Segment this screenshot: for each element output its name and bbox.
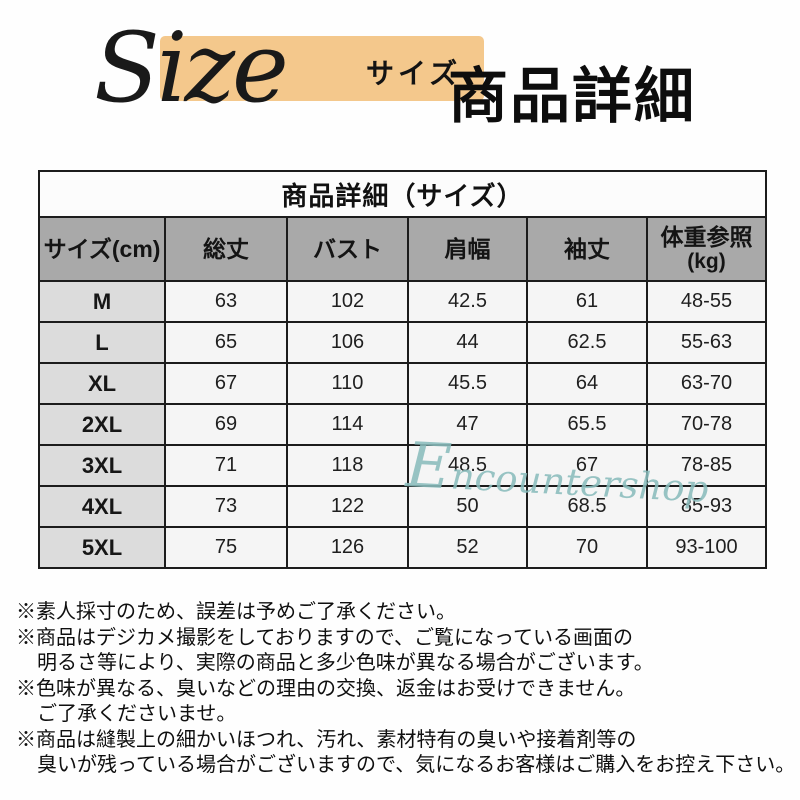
shoulder-value: 52: [407, 526, 528, 569]
column-header-sleeve: 袖丈: [526, 216, 648, 282]
size-label: L: [38, 321, 166, 364]
sleeve-value: 70: [526, 526, 648, 569]
size-label: M: [38, 280, 166, 323]
bust-value: 118: [286, 444, 409, 487]
note-line: ※色味が異なる、臭いなどの理由の交換、返金はお受けできません。: [16, 677, 636, 700]
total-length-value: 65: [164, 321, 288, 364]
header-highlight-rect: [160, 36, 484, 101]
column-header-total-length: 総丈: [164, 216, 288, 282]
weight-range-value: 48-55: [645, 280, 768, 323]
total-length-value: 71: [164, 444, 288, 487]
total-length-value: 67: [164, 362, 288, 405]
note-line: ご了承くださいませ。: [37, 703, 237, 725]
bust-value: 114: [286, 403, 409, 446]
table-row-4xl: 4XL 73 122 50 68.5 85-93: [38, 485, 768, 528]
table-row-m: M 63 102 42.5 61 48-55: [38, 280, 768, 323]
bust-value: 122: [286, 485, 409, 528]
column-header-weight: 体重参照 (kg): [645, 216, 768, 282]
size-label: 2XL: [38, 403, 166, 446]
size-label: 3XL: [38, 444, 166, 487]
total-length-value: 63: [164, 280, 288, 323]
table-header-row: サイズ(cm) 総丈 バスト 肩幅 袖丈 体重参照 (kg): [38, 216, 768, 282]
table-row-xl: XL 67 110 45.5 64 63-70: [38, 362, 768, 405]
weight-range-value: 85-93: [645, 485, 768, 528]
weight-range-value: 70-78: [645, 403, 768, 446]
note-line: 明るさ等により、実際の商品と多少色味が異なる場合がございます。: [37, 652, 654, 674]
size-label: 5XL: [38, 526, 166, 569]
total-length-value: 73: [164, 485, 288, 528]
shoulder-value: 47: [407, 403, 528, 446]
sleeve-value: 62.5: [526, 321, 648, 364]
size-label: 4XL: [38, 485, 166, 528]
table-row-l: L 65 106 44 62.5 55-63: [38, 321, 768, 364]
shoulder-value: 50: [407, 485, 528, 528]
note-line: ※商品は縫製上の細かいほつれ、汚れ、素材特有の臭いや接着剤等の: [16, 728, 637, 751]
shoulder-value: 42.5: [407, 280, 528, 323]
table-row-3xl: 3XL 71 118 48.5 67 78-85: [38, 444, 768, 487]
shoulder-value: 44: [407, 321, 528, 364]
weight-range-value: 63-70: [645, 362, 768, 405]
sleeve-value: 67: [526, 444, 648, 487]
shoulder-value: 48.5: [407, 444, 528, 487]
weight-range-value: 78-85: [645, 444, 768, 487]
weight-range-value: 55-63: [645, 321, 768, 364]
disclaimer-notes: ※素人採寸のため、誤差は予めご了承ください。 ※商品はデジカメ撮影をしております…: [16, 600, 800, 779]
total-length-value: 75: [164, 526, 288, 569]
sleeve-value: 65.5: [526, 403, 648, 446]
table-caption: 商品詳細（サイズ）: [37, 170, 768, 218]
column-header-weight-label: 体重参照: [660, 223, 753, 250]
note-line: ※商品はデジカメ撮影をしておりますので、ご覧になっている画面の: [16, 626, 633, 649]
sleeve-value: 61: [526, 280, 648, 323]
bust-value: 110: [286, 362, 409, 405]
shoulder-value: 45.5: [407, 362, 528, 405]
column-header-weight-unit: (kg): [687, 250, 726, 274]
total-length-value: 69: [164, 403, 288, 446]
size-script-text: Size: [94, 12, 289, 124]
bust-value: 106: [286, 321, 409, 364]
note-line: 臭いが残っている場合がございますので、気になるお客様はご購入をお控え下さい。: [37, 754, 796, 776]
column-header-bust: バスト: [286, 216, 409, 282]
bust-value: 102: [286, 280, 409, 323]
size-katakana-label: サイズ: [366, 58, 462, 89]
sleeve-value: 64: [526, 362, 648, 405]
table-caption-row: 商品詳細（サイズ）: [37, 170, 768, 218]
size-label: XL: [38, 362, 166, 405]
size-table: 商品詳細（サイズ） サイズ(cm) 総丈 バスト 肩幅 袖丈 体重参照 (kg)…: [37, 170, 768, 569]
sleeve-value: 68.5: [526, 485, 648, 528]
bust-value: 126: [286, 526, 409, 569]
note-line: ※素人採寸のため、誤差は予めご了承ください。: [16, 601, 456, 623]
column-header-shoulder: 肩幅: [407, 216, 528, 282]
table-row-2xl: 2XL 69 114 47 65.5 70-78: [38, 403, 768, 446]
table-row-5xl: 5XL 75 126 52 70 93-100: [38, 526, 768, 569]
weight-range-value: 93-100: [645, 526, 768, 569]
header-title: 商品詳細: [448, 62, 696, 132]
column-header-size: サイズ(cm): [38, 216, 166, 282]
